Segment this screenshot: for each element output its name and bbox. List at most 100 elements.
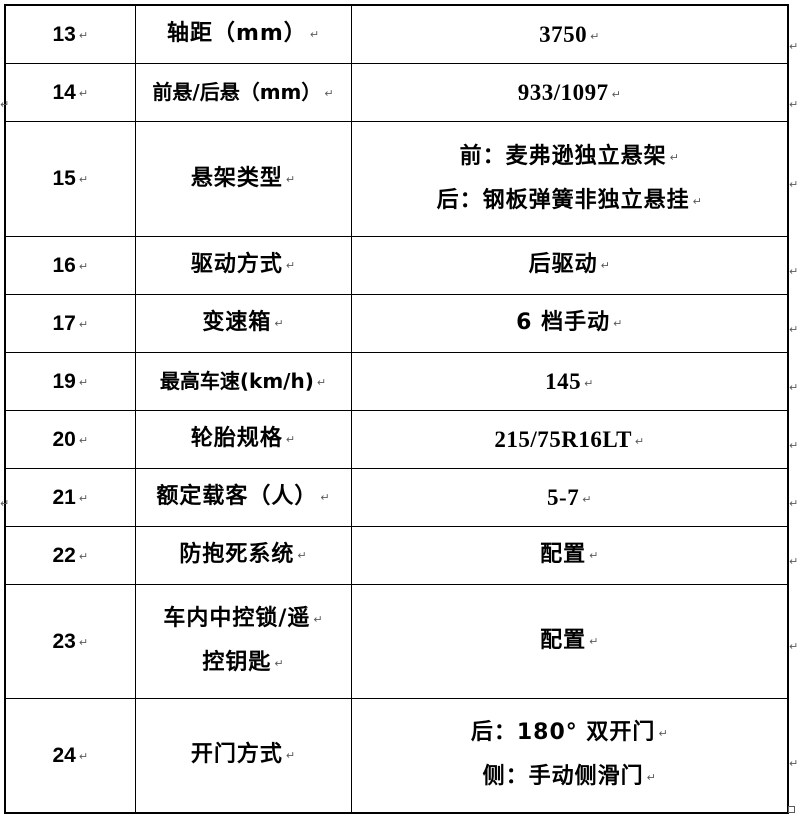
paragraph-mark-icon: ↵ [78, 549, 89, 563]
spec-value-cell: 5-7 ↵ [350, 467, 789, 527]
margin-paragraph-mark-icon: ↵ [789, 40, 799, 53]
paragraph-mark-icon: ↵ [78, 28, 89, 42]
spec-item-cell: 悬架类型 ↵ [134, 120, 352, 237]
paragraph-mark-icon: ↵ [78, 173, 89, 186]
spec-item-cell: 轮胎规格 ↵ [134, 409, 352, 469]
spec-value-line: 后：180° 双开门 ↵ [356, 722, 784, 744]
spec-item-line: 变速箱 ↵ [140, 312, 347, 334]
spec-item-line: 车内中控锁/遥 ↵ [140, 608, 347, 630]
margin-paragraph-mark-icon: ↵ [789, 640, 799, 653]
paragraph-mark-icon: ↵ [78, 433, 89, 447]
spec-value-cell: 215/75R16LT ↵ [350, 409, 789, 469]
table-row: 24 ↵ 开门方式 ↵ 后：180° 双开门 ↵ 侧：手动侧滑门 ↵ [4, 697, 789, 814]
row-index-value: 13 [52, 22, 76, 46]
spec-item-text: 额定载客（人） [156, 484, 318, 509]
spec-value-text: 后驱动 [528, 252, 598, 277]
spec-value-cell: 3750 ↵ [350, 4, 789, 64]
spec-item-cell: 开门方式 ↵ [134, 697, 352, 814]
spec-item-text: 变速箱 [202, 310, 272, 335]
row-index-value: 21 [52, 485, 76, 509]
paragraph-mark-icon: ↵ [78, 749, 89, 763]
margin-paragraph-mark-icon: ↵ [789, 323, 799, 336]
paragraph-mark-icon: ↵ [285, 172, 296, 186]
paragraph-mark-icon: ↵ [78, 86, 89, 100]
margin-paragraph-mark-icon: ↵ [789, 178, 799, 191]
spec-item-text: 车内中控锁/遥 [163, 606, 311, 631]
spec-value-text: 145 [545, 368, 582, 394]
spec-value-cell: 933/1097 ↵ [350, 62, 789, 122]
paragraph-mark-icon: ↵ [613, 317, 623, 330]
paragraph-mark-icon: ↵ [285, 433, 296, 446]
spec-item-line: 悬架类型 ↵ [140, 165, 347, 191]
spec-value-text: 配置 [540, 628, 587, 653]
spec-item-line: 驱动方式 ↵ [140, 254, 347, 276]
spec-value-cell: 6 档手动 ↵ [350, 293, 789, 353]
row-index-value: 17 [52, 311, 76, 335]
spec-value-cell: 配置 ↵ [350, 583, 789, 699]
paragraph-mark-icon: ↵ [78, 375, 89, 389]
paragraph-mark-icon: ↵ [589, 635, 599, 648]
margin-paragraph-mark-icon: ↵ [789, 757, 799, 770]
paragraph-mark-icon: ↵ [285, 749, 296, 763]
paragraph-mark-icon: ↵ [78, 491, 89, 505]
paragraph-mark-icon: ↵ [285, 259, 296, 272]
spec-item-cell: 车内中控锁/遥 ↵ 控钥匙 ↵ [134, 583, 352, 699]
spec-value-line: 前：麦弗逊独立悬架 ↵ [356, 145, 784, 168]
spec-value-line: 后驱动 ↵ [356, 254, 784, 276]
table-row: 15 ↵ 悬架类型 ↵ 前：麦弗逊独立悬架 ↵ 后：钢板弹簧非独立悬挂 ↵ [4, 120, 789, 237]
row-index-value: 15 [52, 167, 76, 190]
row-index-cell: 16 ↵ [4, 235, 136, 295]
table-row: 22 ↵ 防抱死系统 ↵ 配置 ↵ [4, 525, 789, 585]
spec-item-line: 轴距（mm） ↵ [140, 23, 347, 45]
paragraph-mark-icon: ↵ [78, 635, 89, 649]
paragraph-mark-icon: ↵ [634, 434, 645, 448]
paragraph-mark-icon: ↵ [78, 317, 89, 331]
spec-value-line: 215/75R16LT ↵ [356, 428, 784, 451]
paragraph-mark-icon: ↵ [582, 492, 592, 506]
spec-item-text: 控钥匙 [202, 650, 272, 675]
margin-paragraph-mark-icon: ↵ [789, 265, 799, 278]
table-row: 14 ↵ 前悬/后悬（mm） ↵ 933/1097 ↵ [4, 62, 789, 122]
row-index-value: 22 [52, 543, 76, 567]
paragraph-mark-icon: ↵ [658, 727, 668, 741]
spec-item-line: 额定载客（人） ↵ [140, 486, 347, 508]
table-row: 16 ↵ 驱动方式 ↵ 后驱动 ↵ [4, 235, 789, 295]
spec-value-line: 侧：手动侧滑门 ↵ [356, 766, 784, 788]
spec-item-cell: 防抱死系统 ↵ [134, 525, 352, 585]
spec-item-text: 轴距（mm） [166, 21, 307, 47]
spec-item-text: 开门方式 [190, 742, 283, 768]
spec-value-cell: 后：180° 双开门 ↵ 侧：手动侧滑门 ↵ [350, 697, 789, 814]
spec-value-text: 933/1097 [517, 79, 609, 105]
end-of-document-marker [788, 806, 795, 813]
spec-item-text: 最高车速(km/h) [159, 368, 314, 393]
paragraph-mark-icon: ↵ [274, 657, 284, 670]
spec-item-line: 前悬/后悬（mm） ↵ [140, 82, 347, 103]
spec-value-cell: 145 ↵ [350, 351, 789, 411]
spec-value-text: 3750 [539, 21, 588, 47]
table-row: 21 ↵ 额定载客（人） ↵ 5-7 ↵ [4, 467, 789, 527]
spec-value-text: 配置 [540, 542, 587, 567]
table-row: 23 ↵ 车内中控锁/遥 ↵ 控钥匙 ↵ 配置 ↵ [4, 583, 789, 699]
spec-value-cell: 后驱动 ↵ [350, 235, 789, 295]
spec-value-text: 后：180° 双开门 [470, 720, 656, 746]
spec-value-cell: 配置 ↵ [350, 525, 789, 585]
paragraph-mark-icon: ↵ [320, 491, 330, 504]
paragraph-mark-icon: ↵ [309, 28, 320, 42]
vehicle-spec-table: 13 ↵ 轴距（mm） ↵ 3750 ↵ 14 ↵ 前悬/后悬（mm） ↵ 933/1097 ↵ 15 ↵… [4, 4, 789, 814]
paragraph-mark-icon: ↵ [590, 29, 600, 43]
spec-item-line: 轮胎规格 ↵ [140, 428, 347, 450]
paragraph-mark-icon: ↵ [646, 771, 656, 785]
spec-table-body: 13 ↵ 轴距（mm） ↵ 3750 ↵ 14 ↵ 前悬/后悬（mm） ↵ 933/1097 ↵ 15 ↵… [4, 4, 789, 814]
spec-item-line: 开门方式 ↵ [140, 744, 347, 766]
table-row: 17 ↵ 变速箱 ↵ 6 档手动 ↵ [4, 293, 789, 353]
spec-value-line: 3750 ↵ [356, 23, 784, 46]
paragraph-mark-icon: ↵ [584, 376, 594, 390]
spec-item-text: 悬架类型 [190, 165, 283, 191]
spec-value-text: 6 档手动 [516, 310, 611, 335]
paragraph-mark-icon: ↵ [611, 87, 621, 101]
spec-value-text: 侧：手动侧滑门 [482, 764, 644, 790]
spec-item-cell: 前悬/后悬（mm） ↵ [134, 62, 352, 122]
row-index-cell: 13 ↵ [4, 4, 136, 64]
spec-value-text: 5-7 [547, 484, 580, 510]
